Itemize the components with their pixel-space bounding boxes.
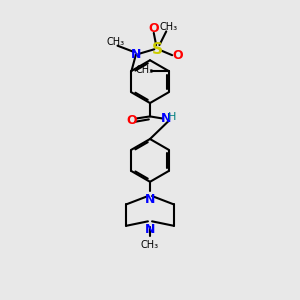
Text: CH₃: CH₃ <box>141 240 159 250</box>
Text: CH₃: CH₃ <box>135 65 153 75</box>
Text: N: N <box>145 193 155 206</box>
Text: S: S <box>152 42 163 57</box>
Text: CH₃: CH₃ <box>107 37 125 47</box>
Text: N: N <box>145 223 155 236</box>
Text: O: O <box>127 114 137 127</box>
Text: H: H <box>168 112 176 122</box>
Text: O: O <box>172 49 183 62</box>
Text: N: N <box>131 48 141 61</box>
Text: CH₃: CH₃ <box>160 22 178 32</box>
Text: N: N <box>160 112 171 125</box>
Text: O: O <box>148 22 159 34</box>
